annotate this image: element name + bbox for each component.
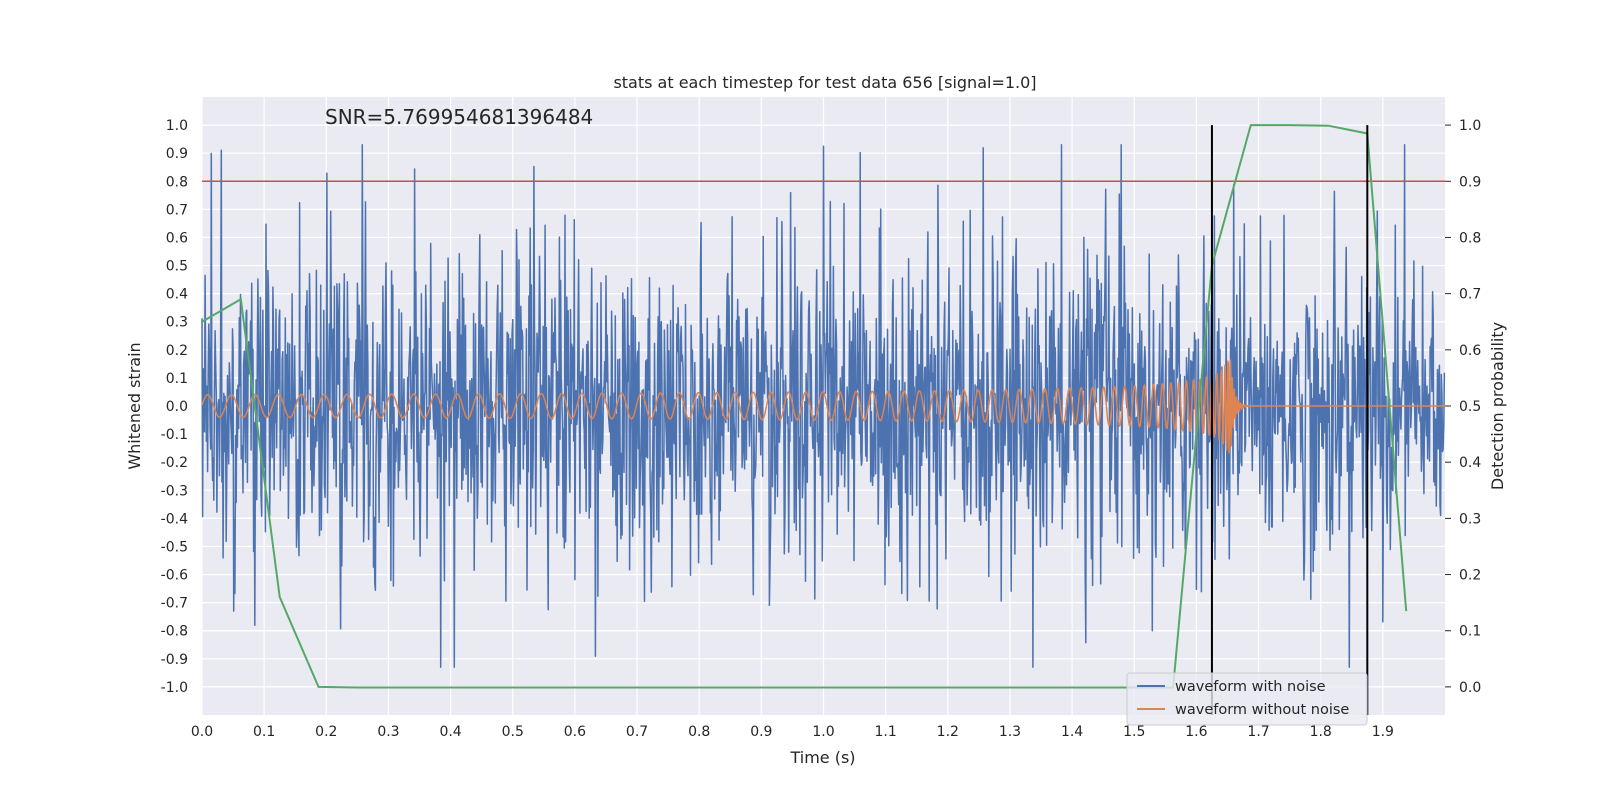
- y2-tick-label: 0.4: [1459, 455, 1481, 471]
- y-tick-label: 0.4: [166, 287, 188, 303]
- x-tick-label: 0.7: [626, 724, 648, 740]
- y-tick-label: 1.0: [166, 118, 188, 134]
- y-tick-label: -0.2: [161, 455, 188, 471]
- legend-box: [1126, 672, 1368, 726]
- x-tick-label: 1.9: [1372, 724, 1394, 740]
- y-tick-label: 0.5: [166, 259, 188, 275]
- x-tick-label: 0.9: [750, 724, 772, 740]
- x-tick-label: 1.5: [1123, 724, 1145, 740]
- x-tick-label: 1.1: [875, 724, 897, 740]
- x-tick-label: 0.5: [502, 724, 524, 740]
- y2-tick-label: 0.7: [1459, 287, 1481, 303]
- x-tick-label: 1.4: [1061, 724, 1083, 740]
- series-waveform-without-noise: [201, 359, 1445, 454]
- y2-tick-label: 0.3: [1459, 511, 1481, 527]
- x-tick-label: 1.2: [937, 724, 959, 740]
- x-tick-label: 1.0: [812, 724, 834, 740]
- y-tick-label: -0.5: [161, 539, 188, 555]
- y-tick-label: 0.6: [166, 230, 188, 246]
- y2-axis-label: Detection probability: [1488, 322, 1507, 490]
- y-tick-label: -1.0: [161, 680, 188, 696]
- y2-tick-label: 0.0: [1459, 680, 1481, 696]
- legend-label-clean: waveform without noise: [1175, 702, 1349, 718]
- x-tick-label: 1.8: [1310, 724, 1332, 740]
- y-tick-label: -0.4: [161, 511, 188, 527]
- x-tick-label: 1.7: [1247, 724, 1269, 740]
- x-tick-label: 0.6: [564, 724, 586, 740]
- axes: 0.0 0.1 0.2 0.3 0.4 0.5 0.6 0.7 0.8 0.9 1.0 1.1 1.2 1…: [161, 118, 1482, 740]
- x-axis-label: Time (s): [789, 748, 855, 767]
- y-tick-label: -0.8: [161, 624, 188, 640]
- x-tick-label: 1.3: [999, 724, 1021, 740]
- y-tick-label: 0.0: [166, 399, 188, 415]
- y2-tick-label: 0.5: [1459, 399, 1481, 415]
- y2-tick-label: 0.9: [1459, 174, 1481, 190]
- series-layer: [201, 124, 1446, 715]
- y-tick-label: 0.1: [166, 371, 188, 387]
- x-tick-label: 0.0: [191, 724, 213, 740]
- y-tick-label: -0.3: [161, 483, 188, 499]
- legend: waveform with noise waveform without noi…: [1126, 672, 1368, 726]
- x-tick-label: 0.2: [315, 724, 337, 740]
- x-tick-label: 0.8: [688, 724, 710, 740]
- y-tick-label: 0.9: [166, 146, 188, 162]
- y-tick-label: -0.1: [161, 427, 188, 443]
- x-tick-label: 1.6: [1185, 724, 1207, 740]
- x-tick-label: 0.4: [439, 724, 461, 740]
- y2-tick-label: 0.1: [1459, 624, 1481, 640]
- y2-tick-label: 0.8: [1459, 230, 1481, 246]
- y2-tick-label: 0.2: [1459, 568, 1481, 584]
- x-tick-label: 0.1: [253, 724, 275, 740]
- x-tick-label: 0.3: [377, 724, 399, 740]
- y-tick-label: 0.2: [166, 343, 188, 359]
- y-tick-label: -0.7: [161, 596, 188, 612]
- chart-title: stats at each timestep for test data 656…: [613, 73, 1036, 92]
- y-tick-label: -0.9: [161, 652, 188, 668]
- snr-annotation: SNR=5.769954681396484: [325, 105, 593, 129]
- y-tick-label: 0.3: [166, 315, 188, 331]
- y-axis-label: Whitened strain: [125, 342, 144, 469]
- y-tick-label: 0.8: [166, 174, 188, 190]
- y-tick-label: -0.6: [161, 568, 188, 584]
- y2-tick-label: 0.6: [1459, 343, 1481, 359]
- legend-label-noise: waveform with noise: [1175, 679, 1326, 695]
- y-tick-label: 0.7: [166, 202, 188, 218]
- y2-tick-label: 1.0: [1459, 118, 1481, 134]
